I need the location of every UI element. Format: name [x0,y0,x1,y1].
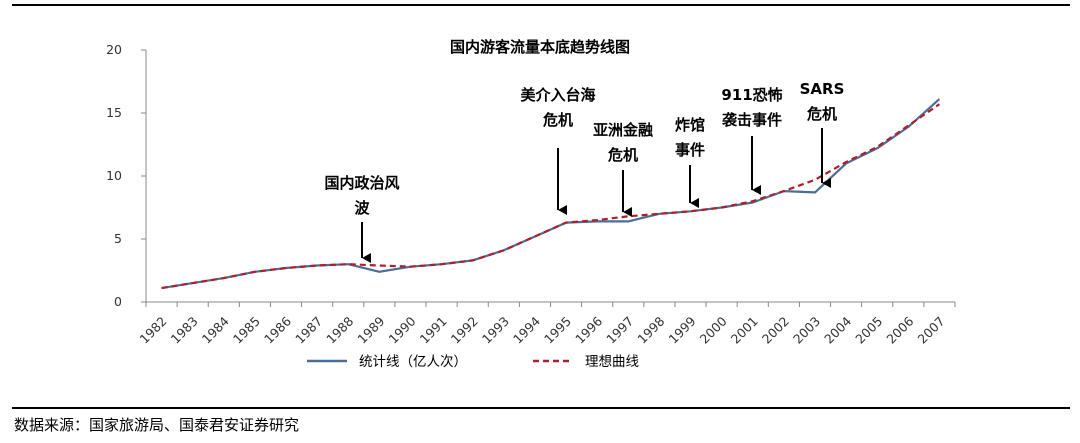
bottom-rule [12,407,1070,409]
top-rule [12,4,1070,6]
x-tick-label: 2004 [821,313,854,346]
series-layer [161,98,941,290]
x-tick-label: 1990 [386,313,419,346]
x-tick-label: 1993 [479,314,512,347]
series-line-1 [161,103,941,290]
annotation-text-2: 亚洲金融 [593,121,653,139]
x-tick-label: 2001 [728,314,761,347]
y-tick-label: 20 [106,42,122,57]
y-tick-label: 10 [106,168,122,183]
x-tick-label: 1987 [292,314,325,347]
x-tick-label: 1992 [448,314,481,347]
annotation-text-4: 袭击事件 [721,111,782,129]
source-note: 数据来源：国家旅游局、国泰君安证券研究 [14,416,300,434]
x-tick-label: 2003 [790,314,823,347]
chart-title: 国内游客流量本底趋势线图 [450,38,630,56]
annotation-text-0: 波 [354,199,370,217]
x-tick-label: 1988 [323,313,356,346]
y-tick-label: 5 [114,231,122,246]
annotation-text-1: 危机 [543,111,573,129]
x-tick-label: 2006 [883,313,916,346]
x-tick-label: 2005 [852,314,885,347]
annotation-text-3: 炸馆 [675,116,705,134]
x-tick-label: 1984 [199,313,232,346]
x-tick-label: 1983 [168,314,201,347]
x-tick-label: 1989 [354,313,387,346]
legend-label-1: 理想曲线 [585,354,639,370]
x-tick-label: 1982 [137,314,170,347]
x-tick-label: 2000 [697,313,730,346]
annotation-text-0: 国内政治风 [324,174,399,192]
x-tick-label: 1995 [541,314,574,347]
annotation-text-2: 危机 [608,146,638,164]
x-tick-label: 2007 [914,314,947,347]
annotation-text-5: SARS [800,80,845,98]
y-tick-label: 0 [114,294,122,309]
x-tick-label: 1999 [666,313,699,346]
annotation-text-5: 危机 [807,105,837,123]
x-tick-label: 1997 [603,314,636,347]
x-tick-label: 1994 [510,313,543,346]
x-tick-label: 1996 [572,313,605,346]
x-tick-label: 2002 [759,314,792,347]
x-tick-label: 1998 [634,313,667,346]
annotation-text-3: 事件 [675,141,705,159]
line-chart: 国内游客流量本底趋势线图 051015201982198319841985198… [106,38,956,370]
x-tick-label: 1986 [261,313,294,346]
legend: 统计线（亿人次） 理想曲线 [307,354,639,370]
annotation-text-1: 美介入台海 [520,86,595,104]
x-tick-label: 1985 [230,314,263,347]
annotation-text-4: 911恐怖 [721,86,782,104]
y-tick-label: 15 [106,105,122,120]
legend-label-0: 统计线（亿人次） [359,354,467,370]
x-tick-label: 1991 [417,314,450,347]
